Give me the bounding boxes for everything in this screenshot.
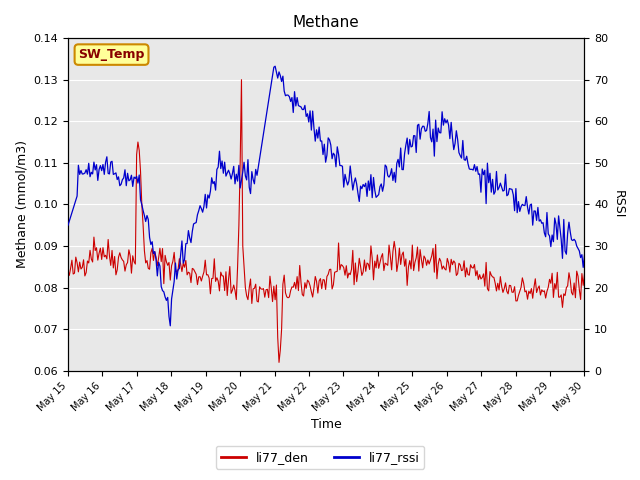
Legend: li77_den, li77_rssi: li77_den, li77_rssi [216,446,424,469]
Y-axis label: Methane (mmol/m3): Methane (mmol/m3) [15,140,28,268]
X-axis label: Time: Time [311,419,342,432]
Y-axis label: RSSI: RSSI [612,190,625,218]
Title: Methane: Methane [293,15,360,30]
Text: SW_Temp: SW_Temp [78,48,145,61]
